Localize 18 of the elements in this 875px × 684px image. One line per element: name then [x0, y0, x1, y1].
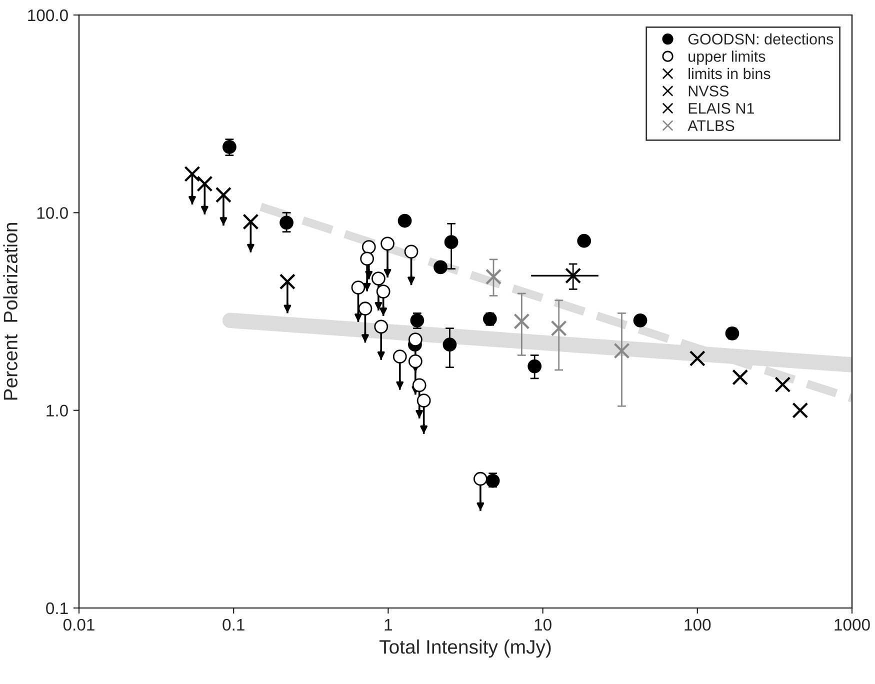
x-tick-label: 1000 [834, 618, 870, 631]
y-tick-label: 1.0 [46, 404, 68, 417]
y-tick-label: 100.0 [28, 9, 68, 22]
y-axis-title: Percent Polarization [3, 223, 18, 400]
legend-label: limits in bins [688, 68, 770, 80]
x-tick-label: 0.01 [63, 618, 94, 631]
y-tick-label: 0.1 [46, 602, 68, 614]
x-tick-label: 1 [384, 619, 392, 630]
legend-label: ELAIS N1 [688, 102, 754, 114]
legend-label: ATLBS [688, 120, 734, 132]
x-axis-title: Total Intensity (mJy) [380, 640, 551, 658]
legend-label: GOODSN: detections [688, 33, 834, 45]
legend-label: NVSS [688, 86, 729, 96]
x-tick-label: 100 [684, 618, 711, 631]
y-tick-label: 10.0 [37, 207, 68, 219]
x-tick-label: 0.1 [222, 618, 244, 631]
x-tick-label: 10 [534, 618, 552, 631]
legend-label: upper limits [688, 50, 766, 65]
